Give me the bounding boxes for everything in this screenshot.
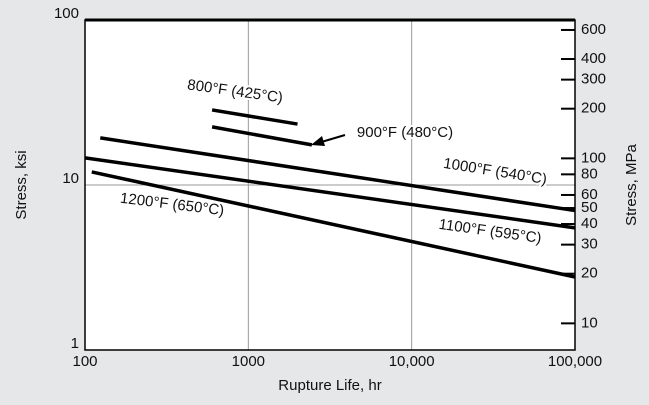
y2-tick-label: 100 [581, 149, 606, 166]
y-tick-label: 1 [71, 335, 79, 352]
y2-tick-label: 20 [581, 265, 598, 282]
y2-axis-title: Stress, MPa [623, 143, 640, 225]
y-axis-title: Stress, ksi [13, 150, 30, 219]
y2-tick-label: 400 [581, 50, 606, 67]
y2-tick-label: 80 [581, 165, 598, 182]
series-line [91, 170, 576, 279]
series-line [211, 108, 298, 126]
series-line [84, 156, 576, 230]
x-tick-label: 100 [72, 353, 97, 370]
x-axis-title: Rupture Life, hr [278, 377, 381, 394]
y2-tick-label: 30 [581, 236, 598, 253]
y2-tick-label: 600 [581, 21, 606, 38]
series-line [211, 125, 313, 147]
y2-tick-label: 300 [581, 71, 606, 88]
y2-tick-label: 60 [581, 186, 598, 203]
arrow-head [311, 136, 325, 146]
series-line [99, 136, 576, 213]
y2-tick-label: 50 [581, 199, 598, 216]
x-tick-label: 100,000 [548, 353, 602, 370]
x-tick-label: 10,000 [389, 353, 435, 370]
series-label: 900°F (480°C) [357, 124, 453, 141]
x-tick-label: 1000 [232, 353, 265, 370]
y2-tick-label: 10 [581, 314, 598, 331]
y2-tick-label: 200 [581, 100, 606, 117]
y-tick-label: 100 [54, 5, 79, 22]
y-tick-label: 10 [62, 170, 79, 187]
y2-tick-label: 40 [581, 215, 598, 232]
